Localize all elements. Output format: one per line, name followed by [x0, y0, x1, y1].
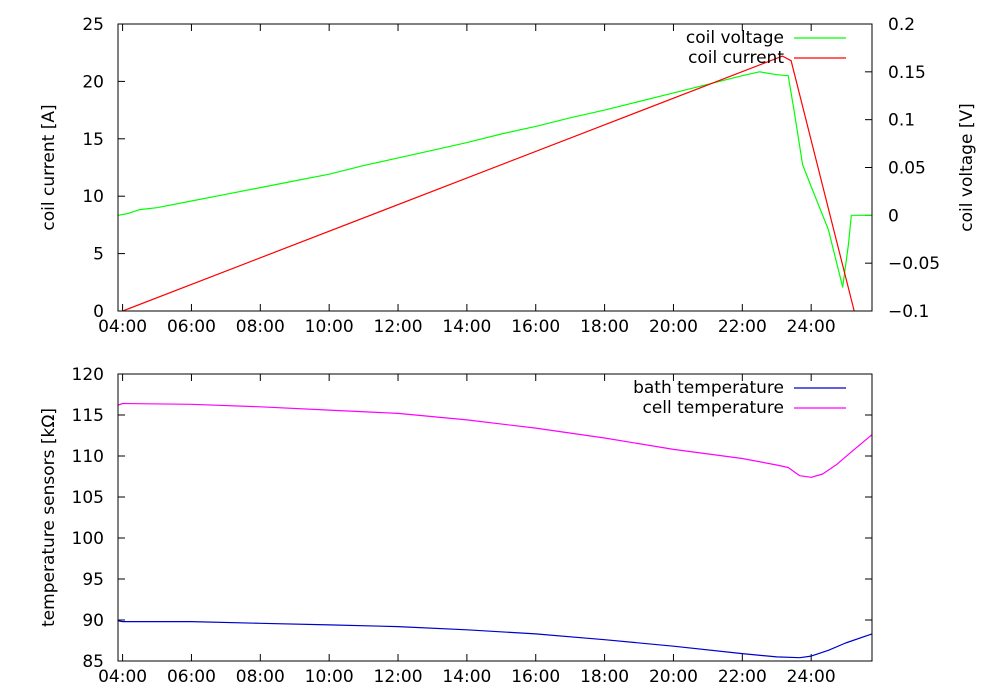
y-tick-label: 0 — [93, 302, 104, 322]
x-tick-label: 10:00 — [305, 667, 354, 687]
y-tick-label: 110 — [72, 447, 104, 467]
y2-tick-label: −0.1 — [888, 302, 929, 322]
y2-tick-label: 0.2 — [888, 15, 915, 35]
x-tick-label: 20:00 — [649, 317, 698, 337]
x-tick-label: 04:00 — [98, 317, 147, 337]
x-tick-label: 24:00 — [787, 317, 836, 337]
legend-label: bath temperature — [633, 378, 784, 398]
x-tick-label: 08:00 — [236, 317, 285, 337]
y2-tick-label: 0.15 — [888, 63, 926, 83]
x-tick-label: 20:00 — [649, 667, 698, 687]
y2-tick-label: 0 — [888, 206, 899, 226]
legend-label: coil voltage — [686, 28, 784, 48]
x-tick-label: 22:00 — [718, 667, 767, 687]
y-axis-label: temperature sensors [kΩ] — [39, 408, 59, 627]
plot-frame — [117, 373, 873, 662]
x-tick-label: 14:00 — [442, 317, 491, 337]
x-tick-label: 16:00 — [511, 667, 560, 687]
x-tick-label: 04:00 — [98, 667, 147, 687]
y-tick-label: 115 — [72, 406, 104, 426]
x-tick-label: 06:00 — [167, 317, 216, 337]
y-tick-label: 95 — [82, 570, 104, 590]
chart-panel-1: 04:00 06:00 08:00 10:00 12:00 14:00 16:00 18:00… — [39, 15, 977, 337]
y2-tick-label: 0.05 — [888, 159, 926, 179]
legend-label: coil current — [688, 48, 784, 68]
x-tick-label: 06:00 — [167, 667, 216, 687]
chart-panel-2: 04:00 06:00 08:00 10:00 12:00 14:00 16:00 18:00… — [39, 365, 873, 687]
x-tick-label: 08:00 — [236, 667, 285, 687]
x-tick-label: 18:00 — [580, 667, 629, 687]
y2-tick-label: 0.1 — [888, 111, 915, 131]
legend-label: cell temperature — [642, 398, 784, 418]
x-tick-label: 12:00 — [374, 667, 423, 687]
x-tick-label: 14:00 — [442, 667, 491, 687]
x-tick-label: 12:00 — [374, 317, 423, 337]
y-tick-label: 90 — [82, 611, 104, 631]
y-tick-label: 5 — [93, 245, 104, 265]
plot-frame — [117, 23, 873, 312]
y-tick-label: 120 — [72, 365, 104, 385]
y-tick-label: 20 — [82, 72, 104, 92]
x-tick-label: 10:00 — [305, 317, 354, 337]
y-tick-label: 25 — [82, 15, 104, 35]
series-line-coil-voltage — [117, 71, 872, 288]
x-tick-label: 16:00 — [511, 317, 560, 337]
x-tick-label: 18:00 — [580, 317, 629, 337]
series-line-cell-temperature — [117, 402, 873, 478]
y-tick-label: 85 — [82, 652, 104, 672]
y-tick-label: 10 — [82, 187, 104, 207]
series-line-coil-current — [122, 55, 855, 312]
y2-axis-label: coil voltage [V] — [957, 103, 977, 231]
x-tick-label: 24:00 — [787, 667, 836, 687]
y-tick-label: 100 — [72, 529, 104, 549]
y2-tick-label: −0.05 — [888, 254, 940, 274]
y-tick-label: 15 — [82, 130, 104, 150]
y-axis-label: coil current [A] — [39, 104, 59, 230]
x-tick-label: 22:00 — [718, 317, 767, 337]
series-line-bath-temperature — [117, 620, 873, 659]
y-tick-label: 105 — [72, 488, 104, 508]
